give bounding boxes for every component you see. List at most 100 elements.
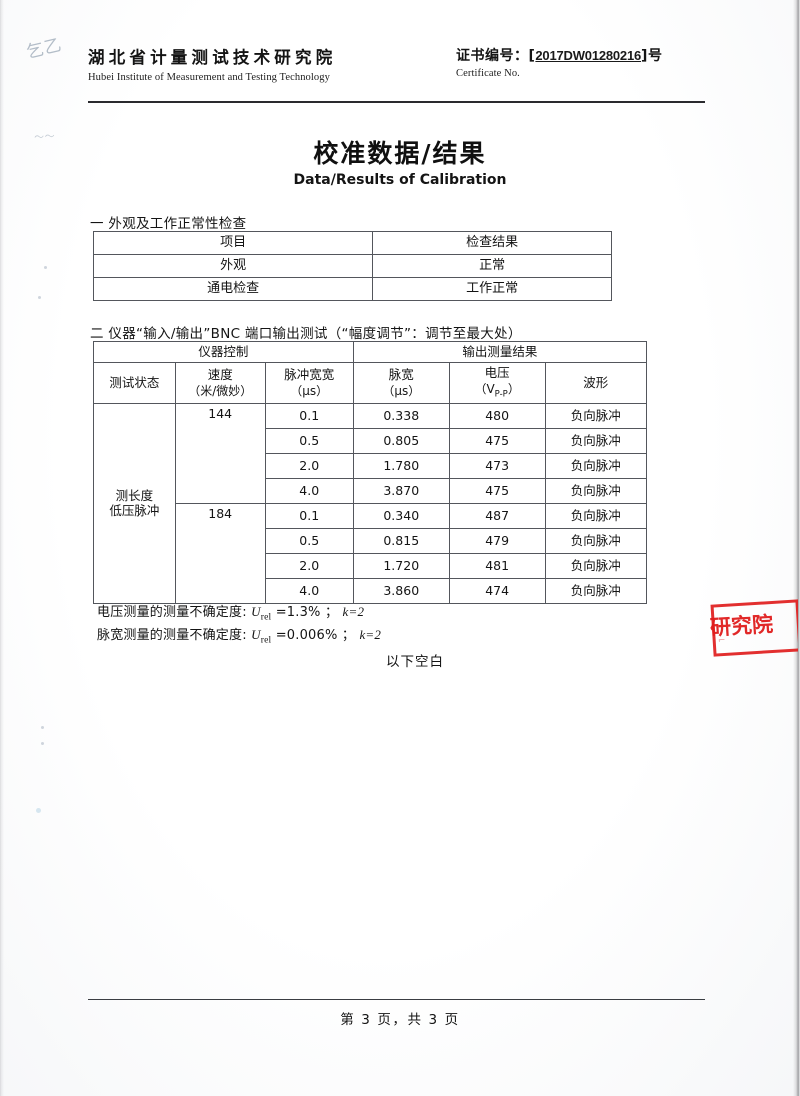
- cell-waveform: 负向脉冲: [544, 453, 648, 479]
- cell-pulse-width-setting: 0.5: [264, 528, 354, 554]
- bleedthrough-dot: [41, 742, 44, 745]
- table-row: 2.0 1.720 481 负向脉冲: [94, 553, 648, 579]
- footer-divider-rule: [88, 999, 705, 1000]
- cell-pulse-width-measured: 3.870: [352, 478, 450, 504]
- cell-waveform: 负向脉冲: [544, 503, 648, 529]
- bleedthrough-dot: [41, 726, 44, 729]
- column-header-test-state-label: 测试状态: [109, 374, 160, 390]
- cell-pulse-width-setting: 4.0: [264, 478, 354, 504]
- scan-edge-left: [0, 0, 4, 1096]
- uncertainty-note-voltage: 电压测量的测量不确定度: Urel =1.3% ； k=2: [97, 601, 364, 623]
- bnc-output-test-table: 仪器控制 输出测量结果 测试状态 速度 （米/微妙） 脉冲宽宽 （μs） 脉宽 …: [93, 341, 648, 604]
- uncertainty-note-voltage-k: k=2: [342, 604, 365, 619]
- cell-pulse-width-measured: 0.805: [352, 428, 450, 454]
- page-title-cn: 校准数据/结果: [313, 139, 487, 168]
- bracket-open: [: [528, 48, 536, 64]
- section1-heading: 一 外观及工作正常性检查: [90, 216, 247, 232]
- table-header-row: 项目 检查结果: [92, 231, 612, 255]
- test-state-line-2: 低压脉冲: [109, 502, 160, 518]
- bleedthrough-mark-top: 乞乙: [24, 35, 65, 62]
- column-header-speed-label: 速度: [207, 367, 233, 383]
- uncertainty-note-voltage-prefix: 电压测量的测量不确定度:: [97, 605, 247, 620]
- certificate-number-label-cn: 证书编号：: [456, 48, 529, 64]
- table-row: 2.0 1.780 473 负向脉冲: [94, 453, 648, 479]
- column-header-item: 项目: [92, 231, 374, 255]
- appearance-check-table: 项目 检查结果 外观 正常 通电检查 工作正常: [92, 231, 612, 301]
- cell-pulse-width-measured: 1.720: [352, 553, 450, 579]
- voltage-unit-prefix: （V: [474, 382, 495, 397]
- uncertainty-symbol-u: U: [251, 627, 261, 642]
- uncertainty-note-pulse-value: =0.006%: [275, 628, 338, 643]
- bleedthrough-dot: [36, 808, 41, 813]
- test-state-line-1: 测长度: [115, 487, 154, 503]
- group-header-output-measurement: 输出测量结果: [352, 341, 648, 363]
- uncertainty-note-voltage-separator: ；: [324, 605, 339, 620]
- bleedthrough-dot: [44, 266, 47, 269]
- cell-pulse-width-measured: 0.338: [352, 403, 450, 429]
- cell-item: 通电检查: [92, 277, 374, 301]
- column-header-voltage: 电压 （VP-P）: [448, 362, 546, 404]
- table-row: 通电检查 工作正常: [92, 277, 612, 301]
- cell-voltage: 487: [448, 503, 546, 529]
- certificate-number-label-en: Certificate No.: [456, 68, 520, 79]
- document-header: 湖北省计量测试技术研究院 Hubei Institute of Measurem…: [88, 44, 706, 96]
- cell-pulse-width-setting: 4.0: [264, 578, 354, 604]
- cell-waveform: 负向脉冲: [544, 428, 648, 454]
- blank-below-note: 以下空白: [386, 654, 444, 670]
- cell-pulse-width-setting: 0.1: [264, 503, 354, 529]
- column-header-pulse-width-measured-unit: （μs）: [382, 383, 421, 398]
- page-title-en: Data/Results of Calibration: [293, 172, 507, 188]
- section2-heading: 二 仪器“输入/输出”BNC 端口输出测试（“幅度调节”：调节至最大处）: [90, 326, 522, 342]
- cell-pulse-width-measured: 3.860: [352, 578, 450, 604]
- column-header-pulse-width-measured: 脉宽 （μs）: [352, 362, 450, 404]
- cell-voltage: 474: [448, 578, 546, 604]
- cell-result: 正常: [372, 254, 612, 278]
- table-row: 184 0.1 0.340 487 负向脉冲: [94, 503, 648, 604]
- table-row: 外观 正常: [92, 254, 612, 278]
- cell-voltage: 475: [448, 478, 546, 504]
- header-divider-rule: [88, 101, 705, 103]
- certificate-number-value: 2017DW01280216: [535, 48, 642, 63]
- cell-pulse-width-setting: 2.0: [264, 453, 354, 479]
- cell-pulse-width-setting: 0.5: [264, 428, 354, 454]
- table-row: 0.5 0.805 475 负向脉冲: [94, 428, 648, 454]
- stamp-smudge: ⌐: [717, 635, 726, 647]
- cell-speed: 144: [174, 403, 266, 504]
- cell-pulse-width-measured: 1.780: [352, 453, 450, 479]
- column-header-pulse-width-measured-label: 脉宽: [388, 367, 414, 383]
- column-header-pulse-width-setting: 脉冲宽宽 （μs）: [264, 362, 354, 404]
- uncertainty-note-pulse-prefix: 脉宽测量的测量不确定度:: [97, 628, 247, 643]
- table-row: 0.5 0.815 479 负向脉冲: [94, 528, 648, 554]
- column-header-waveform-label: 波形: [583, 374, 609, 390]
- cell-voltage: 481: [448, 553, 546, 579]
- table-row: 4.0 3.870 475 负向脉冲: [94, 478, 648, 504]
- cell-pulse-width-measured: 0.815: [352, 528, 450, 554]
- column-header-test-state: 测试状态: [93, 362, 176, 404]
- cell-test-state: 测长度 低压脉冲: [93, 403, 176, 604]
- uncertainty-note-pulse-width: 脉宽测量的测量不确定度: Urel =0.006% ； k=2: [97, 624, 381, 646]
- cell-waveform: 负向脉冲: [544, 528, 648, 554]
- certificate-number-suffix-cn: 号: [647, 48, 663, 64]
- column-header-pulse-width-setting-unit: （μs）: [290, 383, 329, 398]
- cell-pulse-width-setting: 0.1: [264, 403, 354, 429]
- scan-edge-right: [793, 0, 800, 1096]
- group-header-instrument-control: 仪器控制: [93, 341, 354, 363]
- uncertainty-note-voltage-value: =1.3%: [275, 605, 321, 620]
- column-header-waveform: 波形: [544, 362, 648, 404]
- cell-result: 工作正常: [372, 277, 612, 301]
- cell-pulse-width-measured: 0.340: [352, 503, 450, 529]
- table-row: 测长度 低压脉冲 144 0.1 0.338 480 负向脉冲: [93, 403, 648, 604]
- column-header-speed: 速度 （米/微妙）: [174, 362, 266, 404]
- cell-item: 外观: [92, 254, 374, 278]
- voltage-unit-tail: ）: [507, 382, 520, 397]
- cell-pulse-width-setting: 2.0: [264, 553, 354, 579]
- footer-page-number: 第 3 页，共 3 页: [340, 1012, 460, 1028]
- official-red-stamp: 研究院 ⌐: [706, 596, 798, 660]
- cell-waveform: 负向脉冲: [544, 478, 648, 504]
- voltage-unit-subscript: P-P: [494, 389, 508, 400]
- column-header-voltage-unit: （VP-P）: [450, 382, 545, 399]
- cell-voltage: 479: [448, 528, 546, 554]
- column-header-speed-unit: （米/微妙）: [188, 383, 253, 398]
- cell-voltage: 473: [448, 453, 546, 479]
- uncertainty-note-pulse-k: k=2: [359, 627, 382, 642]
